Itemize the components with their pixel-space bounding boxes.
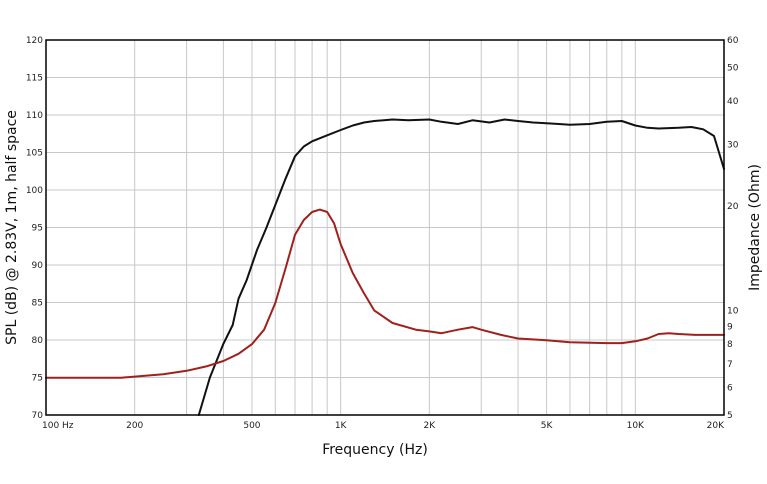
y-left-tick-label: 75 [32,374,43,384]
x-tick-label: 10K [627,421,645,431]
y-axis-label-right: Impedance (Ohm) [747,164,763,291]
y-left-tick-label: 90 [32,261,44,271]
y-right-tick-label: 30 [727,141,739,151]
y-right-tick-label: 9 [727,322,733,332]
y-left-tick-label: 85 [32,299,43,309]
y-left-tick-label: 110 [26,111,43,121]
x-axis-label: Frequency (Hz) [322,442,428,458]
x-tick-label: 5K [541,421,554,431]
tick-labels: 70 75 80 85 90 95 100 105 110 115 120 5 6 7 8 9 10 20 30 40… [26,36,739,431]
y-left-tick-label: 70 [32,411,44,421]
curves [45,118,725,416]
x-tick-label: 20K [707,421,725,431]
x-tick-label: 100 Hz [42,421,74,431]
y-left-tick-label: 80 [32,336,44,346]
y-axis-label-left: SPL (dB) @ 2.83V, 1m, half space [4,110,20,345]
y-right-tick-label: 5 [727,411,733,421]
spl-curve [197,118,725,416]
y-right-tick-label: 6 [727,383,733,393]
y-left-tick-label: 120 [26,36,43,46]
x-tick-label: 2K [424,421,437,431]
y-left-tick-label: 95 [32,224,43,234]
x-tick-label: 500 [243,421,260,431]
y-right-tick-label: 8 [727,340,733,350]
y-left-tick-label: 105 [26,149,43,159]
x-tick-label: 200 [126,421,143,431]
y-right-tick-label: 7 [727,360,733,370]
plot-frame [45,39,725,416]
x-tick-label: 1K [335,421,348,431]
impedance-curve [45,208,725,379]
y-right-tick-label: 40 [727,97,739,107]
y-left-tick-label: 100 [26,186,43,196]
y-left-tick-label: 115 [26,74,43,84]
y-right-tick-label: 60 [727,36,739,46]
grid [45,39,725,416]
y-right-tick-label: 50 [727,64,739,74]
y-right-tick-label: 20 [727,202,739,212]
y-right-tick-label: 10 [727,306,739,316]
